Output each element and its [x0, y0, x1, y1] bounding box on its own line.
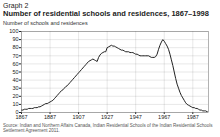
svg-text:10: 10 [12, 101, 18, 107]
svg-text:1887: 1887 [44, 114, 56, 120]
html-text:Number of residential schools: Number of residential schools and reside… [3, 9, 209, 18]
svg-text:40: 40 [12, 77, 18, 83]
svg-text:50: 50 [12, 69, 18, 75]
svg-text:0: 0 [15, 109, 19, 116]
svg-text:30: 30 [12, 85, 18, 91]
svg-text:1987: 1987 [187, 114, 199, 120]
svg-text:1907: 1907 [72, 114, 84, 120]
svg-text:100: 100 [9, 28, 18, 34]
svg-text:80: 80 [12, 44, 18, 50]
html-text:Graph 2: Graph 2 [3, 2, 29, 9]
svg-text:60: 60 [12, 61, 18, 67]
svg-text:1947: 1947 [130, 114, 142, 120]
svg-text:1967: 1967 [158, 114, 170, 120]
svg-text:1867: 1867 [15, 114, 27, 120]
svg-text:20: 20 [12, 93, 18, 99]
html-text:Number of schools and residenc: Number of schools and residences [3, 20, 88, 27]
svg-text:90: 90 [12, 36, 18, 42]
svg-text:1927: 1927 [101, 114, 113, 120]
html-text:Source: Indian and Northern Af: Source: Indian and Northern Affairs Cana… [3, 122, 213, 134]
svg-text:70: 70 [12, 52, 18, 58]
